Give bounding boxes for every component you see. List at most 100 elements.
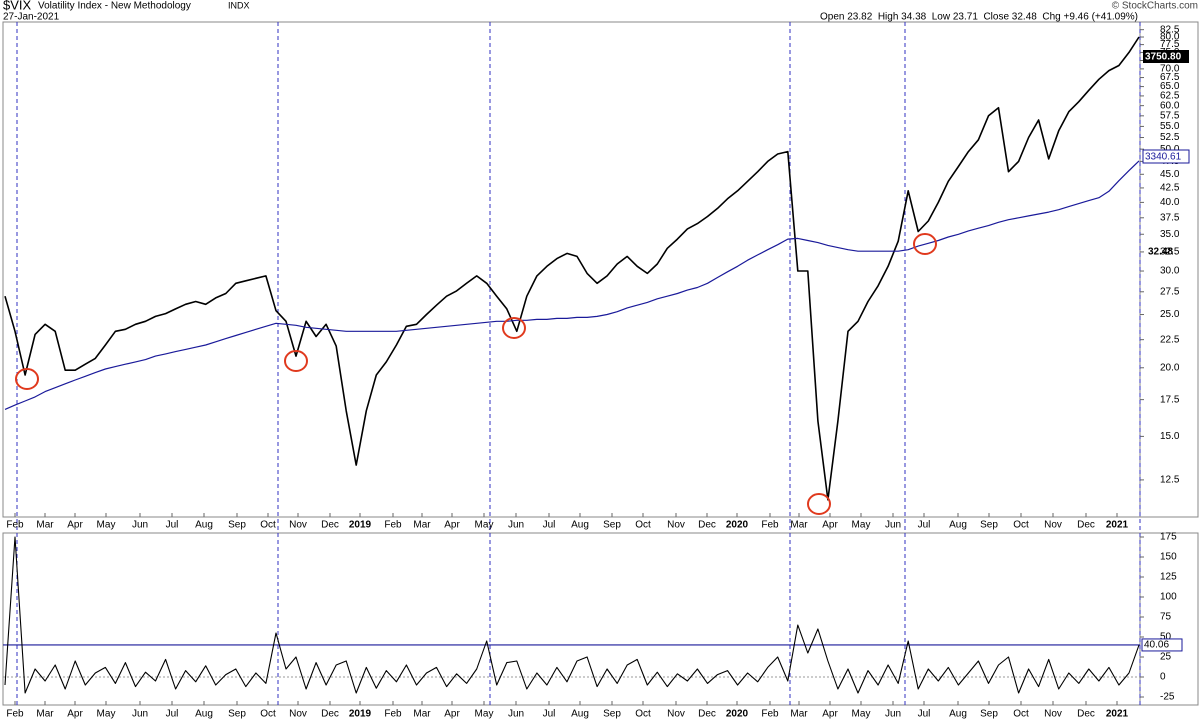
- main-frame: [2, 21, 1141, 518]
- x-tick-label: Dec: [1077, 709, 1095, 720]
- x-tick-label: Apr: [444, 709, 460, 720]
- x-tick-label: Sep: [228, 520, 246, 531]
- event-lines: [16, 22, 1141, 705]
- y-tick-label: 40.0: [1160, 197, 1180, 208]
- x-tick-label: Jun: [132, 709, 148, 720]
- x-tick-label: Nov: [1044, 520, 1062, 531]
- x-tick-label: Feb: [6, 520, 24, 531]
- x-tick-label: Nov: [289, 709, 307, 720]
- x-tick-label: Apr: [822, 520, 838, 531]
- x-tick-label: Jun: [132, 520, 148, 531]
- x-tick-label: Aug: [195, 520, 213, 531]
- x-tick-label: Mar: [36, 520, 54, 531]
- x-tick-label: 2021: [1106, 709, 1129, 720]
- x-tick-label: Dec: [698, 520, 716, 531]
- y-tick-label: 20.0: [1160, 362, 1180, 373]
- x-tick-label: Oct: [1013, 520, 1029, 531]
- header-quote: Open 23.82 High 34.38 Low 23.71 Close 32…: [820, 12, 1138, 23]
- y-tick-label: 50.0: [1160, 144, 1180, 155]
- x-tick-label: Feb: [384, 709, 402, 720]
- x-tick-label: 2020: [726, 709, 749, 720]
- header-date: 27-Jan-2021: [3, 12, 60, 23]
- y-tick-label: 82.5: [1160, 24, 1180, 35]
- y-tick-label: 37.5: [1160, 212, 1180, 223]
- x-tick-label: Mar: [790, 520, 808, 531]
- header-copyright: © StockCharts.com: [1112, 1, 1198, 12]
- x-tick-label: Apr: [444, 520, 460, 531]
- y-tick-label: 25: [1160, 652, 1172, 663]
- x-tick-label: Oct: [260, 520, 276, 531]
- header-symbol: $VIX: [3, 0, 32, 12]
- x-tick-label: Sep: [603, 709, 621, 720]
- x-tick-label: Sep: [980, 709, 998, 720]
- x-tick-label: Jun: [508, 709, 524, 720]
- x-tick-label: May: [97, 520, 116, 531]
- y-tick-label: 27.5: [1160, 286, 1180, 297]
- highlight-circle: [807, 493, 831, 515]
- highlight-circle: [502, 317, 526, 339]
- series-line: [4, 160, 1140, 410]
- x-tick-label: Mar: [36, 709, 54, 720]
- y-tick-label: 32.5: [1160, 247, 1180, 258]
- x-tick-label: Sep: [228, 709, 246, 720]
- highlight-circle: [913, 233, 937, 255]
- reference-label-box: [1141, 638, 1183, 652]
- y-tick-label: -25: [1160, 692, 1175, 703]
- x-tick-label: Oct: [635, 520, 651, 531]
- series-line: [4, 36, 1140, 501]
- x-tick-label: Dec: [1077, 520, 1095, 531]
- x-tick-label: May: [475, 709, 494, 720]
- x-tick-label: 2021: [1106, 520, 1129, 531]
- x-tick-label: Jul: [918, 709, 931, 720]
- y-tick-label: 100: [1160, 592, 1177, 603]
- x-tick-label: Jun: [508, 520, 524, 531]
- y-tick-label: 75: [1160, 612, 1172, 623]
- highlight-circle: [284, 350, 308, 372]
- lower-frame: [2, 532, 1141, 706]
- y-tick-label: 42.5: [1160, 183, 1180, 194]
- x-tick-label: Jun: [885, 709, 901, 720]
- y-tick-label: 12.5: [1160, 475, 1180, 486]
- x-tick-label: Aug: [949, 709, 967, 720]
- y-tick-label: 125: [1160, 572, 1177, 583]
- highlight-circle: [15, 368, 39, 390]
- plots: 82.580.077.575.072.570.067.565.062.560.0…: [3, 24, 1183, 720]
- x-tick-label: Sep: [980, 520, 998, 531]
- x-tick-label: May: [97, 709, 116, 720]
- y-tick-label: 70.0: [1160, 64, 1180, 75]
- x-tick-label: Apr: [67, 709, 83, 720]
- x-tick-label: May: [852, 709, 871, 720]
- x-tick-label: Aug: [571, 709, 589, 720]
- header-exchange: INDX: [228, 0, 250, 10]
- x-tick-label: Aug: [571, 520, 589, 531]
- x-tick-label: Mar: [790, 709, 808, 720]
- y-tick-label: 67.5: [1160, 72, 1180, 83]
- x-tick-label: Aug: [949, 520, 967, 531]
- x-tick-label: Feb: [6, 709, 24, 720]
- x-tick-label: Dec: [321, 709, 339, 720]
- price-label: 3750.80: [1145, 52, 1182, 63]
- x-tick-label: May: [475, 520, 494, 531]
- y-tick-label: 65.0: [1160, 81, 1180, 92]
- header-name: Volatility Index - New Methodology: [38, 1, 191, 12]
- x-tick-label: Jul: [166, 520, 179, 531]
- y-tick-label: 57.5: [1160, 110, 1180, 121]
- x-tick-label: Feb: [761, 709, 779, 720]
- x-tick-label: 2020: [726, 520, 749, 531]
- x-tick-label: Feb: [761, 520, 779, 531]
- ma-label: 3340.61: [1145, 152, 1182, 163]
- y-tick-label: 15.0: [1160, 431, 1180, 442]
- x-tick-label: 2019: [349, 520, 372, 531]
- x-tick-label: May: [852, 520, 871, 531]
- y-tick-label: 35.0: [1160, 229, 1180, 240]
- x-tick-label: Oct: [1013, 709, 1029, 720]
- ma-label-box: [1142, 149, 1190, 164]
- x-tick-label: Aug: [195, 709, 213, 720]
- y-tick-label: 175: [1160, 532, 1177, 543]
- y-tick-label: 52.5: [1160, 132, 1180, 143]
- x-tick-label: Nov: [289, 520, 307, 531]
- x-tick-label: Apr: [822, 709, 838, 720]
- y-tick-label: 45.0: [1160, 169, 1180, 180]
- y-tick-label: 150: [1160, 552, 1177, 563]
